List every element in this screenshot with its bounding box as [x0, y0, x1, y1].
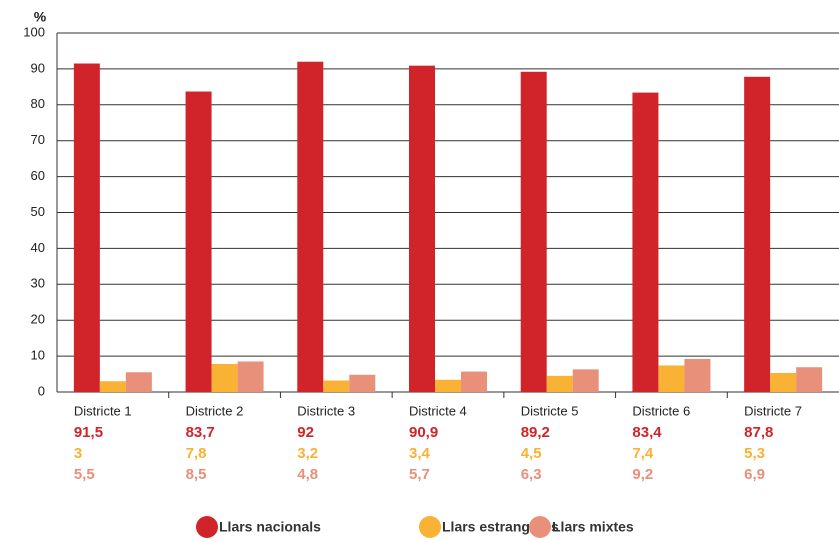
y-tick-label: 60 — [31, 168, 45, 183]
bar — [546, 375, 573, 392]
value-label: 90,9 — [409, 424, 438, 441]
bar — [125, 372, 152, 392]
x-tick-label: Districte 5 — [521, 403, 579, 418]
value-label: 7,8 — [186, 445, 207, 462]
value-label: 9,2 — [632, 466, 653, 483]
bar — [684, 358, 711, 392]
bar — [658, 365, 685, 392]
value-label: 4,8 — [297, 466, 318, 483]
value-label: 4,5 — [521, 445, 542, 462]
bar — [770, 372, 797, 392]
y-tick-label: 10 — [31, 348, 45, 363]
x-tick-label: Districte 6 — [632, 403, 690, 418]
y-tick-label: 70 — [31, 132, 45, 147]
bar — [744, 76, 771, 392]
y-tick-label: 30 — [31, 276, 45, 291]
bar — [632, 92, 659, 393]
legend-label: Llars mixtes — [552, 519, 634, 535]
bar — [796, 367, 823, 392]
value-label: 8,5 — [186, 466, 207, 483]
y-tick-label: 100 — [23, 24, 45, 39]
legend-label: Llars nacionals — [219, 519, 321, 535]
legend-marker — [196, 516, 218, 538]
bar — [323, 380, 350, 392]
x-tick-label: Districte 4 — [409, 403, 467, 418]
value-label: 5,7 — [409, 466, 430, 483]
value-label: 87,8 — [744, 424, 773, 441]
legend-marker — [529, 516, 551, 538]
y-tick-label: 0 — [38, 383, 45, 398]
y-tick-label: 50 — [31, 204, 45, 219]
value-label: 91,5 — [74, 424, 103, 441]
x-tick-label: Districte 3 — [297, 403, 355, 418]
bar — [520, 71, 547, 392]
value-label: 6,9 — [744, 466, 765, 483]
x-tick-label: Districte 2 — [186, 403, 244, 418]
bar — [185, 91, 212, 392]
y-axis-label: % — [34, 9, 47, 25]
value-label: 89,2 — [521, 424, 550, 441]
y-tick-label: 80 — [31, 96, 45, 111]
bar — [435, 379, 461, 392]
x-tick-label: Districte 7 — [744, 403, 802, 418]
legend-marker — [419, 516, 441, 538]
value-label: 5,5 — [74, 466, 95, 483]
bar — [349, 374, 376, 392]
bar — [409, 65, 435, 392]
bar — [211, 363, 238, 392]
x-tick-label: Districte 1 — [74, 403, 132, 418]
value-label: 5,3 — [744, 445, 765, 462]
value-label: 92 — [297, 424, 314, 441]
value-label: 83,4 — [632, 424, 662, 441]
y-tick-label: 20 — [31, 312, 45, 327]
y-tick-label: 90 — [31, 60, 45, 75]
value-label: 3 — [74, 445, 82, 462]
y-tick-label: 40 — [31, 240, 45, 255]
bar — [99, 381, 126, 392]
value-label: 7,4 — [632, 445, 654, 462]
bar — [297, 61, 324, 392]
bar — [572, 369, 599, 392]
value-label: 3,2 — [297, 445, 318, 462]
bar — [461, 371, 487, 392]
value-label: 83,7 — [186, 424, 215, 441]
bar — [73, 63, 100, 392]
value-label: 6,3 — [521, 466, 542, 483]
value-label: 3,4 — [409, 445, 431, 462]
bar — [237, 361, 264, 392]
